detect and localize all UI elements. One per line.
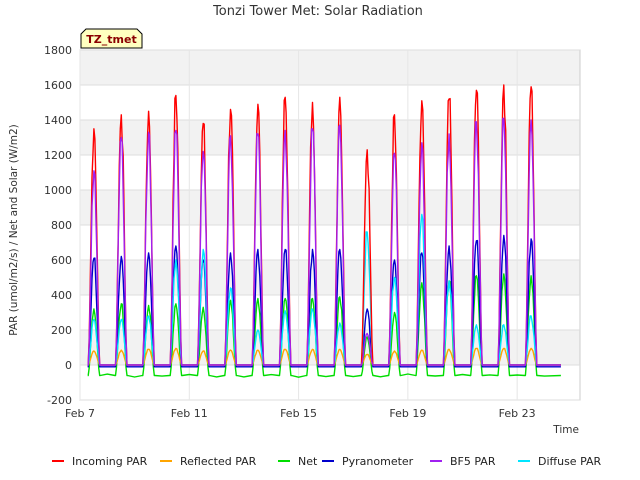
x-axis-ticks: Feb 7 Feb 11 Feb 15 Feb 19 Feb 23 [65,407,536,420]
site-badge: TZ_tmet [80,28,143,49]
plot-bands [80,50,580,400]
series-line-bf5-par [87,117,561,366]
x-tick-label: Feb 19 [389,407,426,420]
y-tick-label: 800 [51,219,72,232]
y-axis-ticks: -200 0 200 400 600 800 1000 1200 1400 1600 1800 [44,44,72,407]
chart-title: Tonzi Tower Met: Solar Radiation [212,4,423,19]
plot-band [80,155,580,190]
site-badge-box [80,28,143,49]
plot-band [80,85,580,120]
plot-band [80,50,580,85]
plot-band [80,225,580,260]
plot-band [80,260,580,295]
y-tick-label: 1200 [44,149,72,162]
legend-label: Pyranometer [342,455,414,468]
plot-band [80,295,580,330]
x-tick-label: Feb 15 [280,407,317,420]
x-tick-label: Feb 7 [65,407,95,420]
y-tick-label: 1000 [44,184,72,197]
y-tick-label: 400 [51,289,72,302]
plot-band [80,120,580,155]
series-lines [87,84,561,378]
y-tick-label: 1800 [44,44,72,57]
y-tick-label: 1600 [44,79,72,92]
y-tick-label: 200 [51,324,72,337]
legend-label: BF5 PAR [450,455,496,468]
y-tick-label: 0 [65,359,72,372]
plot-band [80,190,580,225]
x-tick-label: Feb 23 [499,407,536,420]
legend-label: Reflected PAR [180,455,257,468]
chart-legend: Incoming PAR Reflected PAR Net Pyranometer B… [52,455,602,468]
x-axis-label: Time [552,424,579,436]
plot-band [80,330,580,365]
y-tick-label: 1400 [44,114,72,127]
plot-band [80,365,580,400]
site-badge-label: TZ_tmet [86,33,136,46]
legend-label: Net [298,455,318,468]
y-tick-label: -200 [47,394,72,407]
legend-label: Diffuse PAR [538,455,602,468]
grid-lines [79,49,580,401]
x-tick-label: Feb 11 [171,407,208,420]
legend-label: Incoming PAR [72,455,148,468]
y-axis-label: PAR (umol/m2/s) / Net and Solar (W/m2) [8,124,20,336]
y-tick-label: 600 [51,254,72,267]
